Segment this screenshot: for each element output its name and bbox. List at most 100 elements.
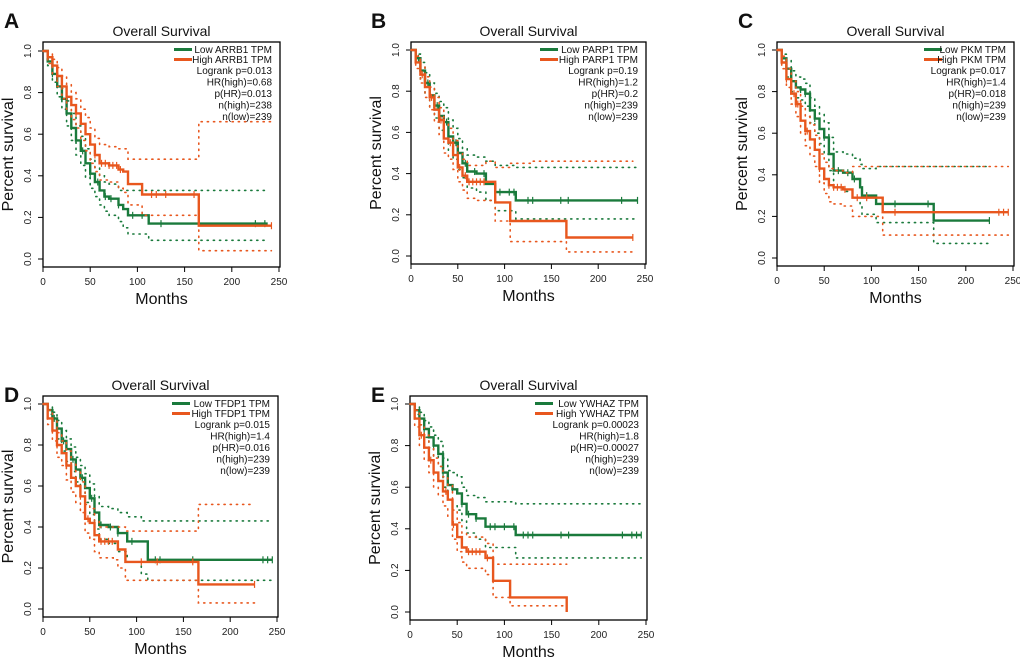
survival-curve <box>410 402 642 537</box>
panel-letter: A <box>4 10 19 33</box>
y-tick-label: 0.0 <box>390 605 401 619</box>
y-tick-label: 0.8 <box>391 84 402 98</box>
legend-entry: Low ARRB1 TPM <box>194 45 272 56</box>
panel-d: D Overall Survival 0.0 0.2 0.4 0.6 0.8 1.0 0 50 10… <box>0 377 286 658</box>
survival-curve <box>43 49 272 227</box>
plot-frame <box>410 41 647 265</box>
legend-entry: High PKM TPM <box>937 55 1006 66</box>
x-tick-label: 50 <box>84 627 96 638</box>
x-axis-label: Months <box>869 290 921 307</box>
x-tick-label: 50 <box>452 630 464 641</box>
x-tick-label: 150 <box>910 276 927 287</box>
stat-text: n(low)=239 <box>220 466 270 477</box>
survival-curve <box>777 48 990 222</box>
y-tick-label: 1.0 <box>390 397 401 411</box>
stat-text: n(low)=239 <box>222 112 272 123</box>
stat-text: HR(high)=1.4 <box>946 78 1006 89</box>
panel-b: B Overall Survival 0.0 0.2 0.4 0.6 0.8 1.0 0 50 10… <box>368 10 654 305</box>
x-axis: 0 50 100 150 200 250 <box>407 620 655 641</box>
ci-upper-line <box>776 49 991 170</box>
y-tick-label: 1.0 <box>23 44 34 58</box>
y-tick-label: 1.0 <box>391 43 402 57</box>
stat-text: HR(high)=1.2 <box>578 78 638 89</box>
panel-letter: B <box>371 10 386 33</box>
stat-text: Logrank p=0.013 <box>197 66 273 77</box>
y-tick-label: 0.6 <box>23 479 34 493</box>
stat-text: n(high)=239 <box>952 101 1006 112</box>
y-axis-label: Percent survival <box>368 96 385 210</box>
panel-e: E Overall Survival 0.0 0.2 0.4 0.6 0.8 1.0 0 50 10… <box>367 377 655 661</box>
x-tick-label: 200 <box>590 274 607 285</box>
stat-text: n(high)=239 <box>585 455 639 466</box>
plot-frame <box>409 395 648 621</box>
y-tick-label: 0.8 <box>23 85 34 99</box>
panel-c: C Overall Survival 0.0 0.2 0.4 0.6 0.8 1.0 0 50 10… <box>734 10 1020 307</box>
chart-title: Overall Survival <box>846 23 944 39</box>
y-tick-label: 0.2 <box>23 210 34 224</box>
x-axis-label: Months <box>502 288 554 305</box>
x-tick-label: 100 <box>128 627 145 638</box>
chart-title: Overall Survival <box>479 377 577 393</box>
y-tick-label: 0.6 <box>23 127 34 141</box>
stat-text: Logrank p=0.017 <box>931 66 1007 77</box>
x-tick-label: 100 <box>496 630 513 641</box>
stat-text: n(high)=239 <box>584 101 638 112</box>
stat-text: n(low)=239 <box>956 112 1006 123</box>
panel-letter: E <box>371 384 385 407</box>
panel-a: A Overall Survival 0.0 0.2 0.4 0.6 0.8 1.0 0 50 10… <box>0 10 288 308</box>
legend-entry: High PARP1 TPM <box>559 55 638 66</box>
series-high <box>42 49 273 252</box>
y-tick-label: 0.6 <box>390 480 401 494</box>
survival-curve <box>777 48 1009 214</box>
panel-letter: C <box>738 10 753 33</box>
legend-entry: Low PARP1 TPM <box>561 45 638 56</box>
legend-entry: High YWHAZ TPM <box>556 409 639 420</box>
stat-text: HR(high)=1.8 <box>579 432 639 443</box>
ci-upper-line <box>776 49 1010 174</box>
stat-text: Logrank p=0.19 <box>568 66 638 77</box>
x-tick-label: 250 <box>638 630 655 641</box>
x-tick-label: 50 <box>819 276 831 287</box>
x-tick-label: 50 <box>85 277 97 288</box>
ci-lower-line <box>42 403 256 604</box>
y-tick-label: 0.0 <box>23 602 34 616</box>
x-tick-label: 150 <box>176 277 193 288</box>
x-tick-label: 100 <box>863 276 880 287</box>
chart-title: Overall Survival <box>479 23 577 39</box>
x-axis: 0 50 100 150 200 250 <box>40 267 288 288</box>
stat-text: HR(high)=1.4 <box>210 432 270 443</box>
legend-entry: Low YWHAZ TPM <box>558 399 639 410</box>
y-tick-label: 0.6 <box>757 126 768 140</box>
plot-frame <box>776 41 1015 267</box>
x-tick-label: 250 <box>637 274 654 285</box>
x-tick-label: 200 <box>222 627 239 638</box>
x-tick-label: 0 <box>40 277 46 288</box>
x-tick-label: 200 <box>957 276 974 287</box>
y-axis: 0.0 0.2 0.4 0.6 0.8 1.0 <box>757 43 777 265</box>
legend-entry: High ARRB1 TPM <box>192 55 272 66</box>
x-axis-label: Months <box>135 291 187 308</box>
stat-text: p(HR)=0.018 <box>948 89 1006 100</box>
y-tick-label: 0.0 <box>391 249 402 263</box>
y-tick-label: 0.4 <box>23 520 34 534</box>
y-axis: 0.0 0.2 0.4 0.6 0.8 1.0 <box>390 397 410 619</box>
x-tick-label: 150 <box>175 627 192 638</box>
series-high <box>776 48 1010 236</box>
y-tick-label: 0.2 <box>23 561 34 575</box>
y-tick-label: 0.6 <box>391 125 402 139</box>
y-tick-label: 0.4 <box>23 168 34 182</box>
x-tick-label: 0 <box>40 627 46 638</box>
y-tick-label: 0.4 <box>391 166 402 180</box>
ci-upper-line <box>409 403 643 505</box>
plot-frame <box>42 41 281 268</box>
y-tick-label: 0.0 <box>757 251 768 265</box>
y-tick-label: 0.0 <box>23 252 34 266</box>
legend-entry: High TFDP1 TPM <box>191 409 270 420</box>
x-tick-label: 0 <box>407 630 413 641</box>
stat-text: Logrank p=0.015 <box>195 420 271 431</box>
series-high <box>410 48 634 253</box>
